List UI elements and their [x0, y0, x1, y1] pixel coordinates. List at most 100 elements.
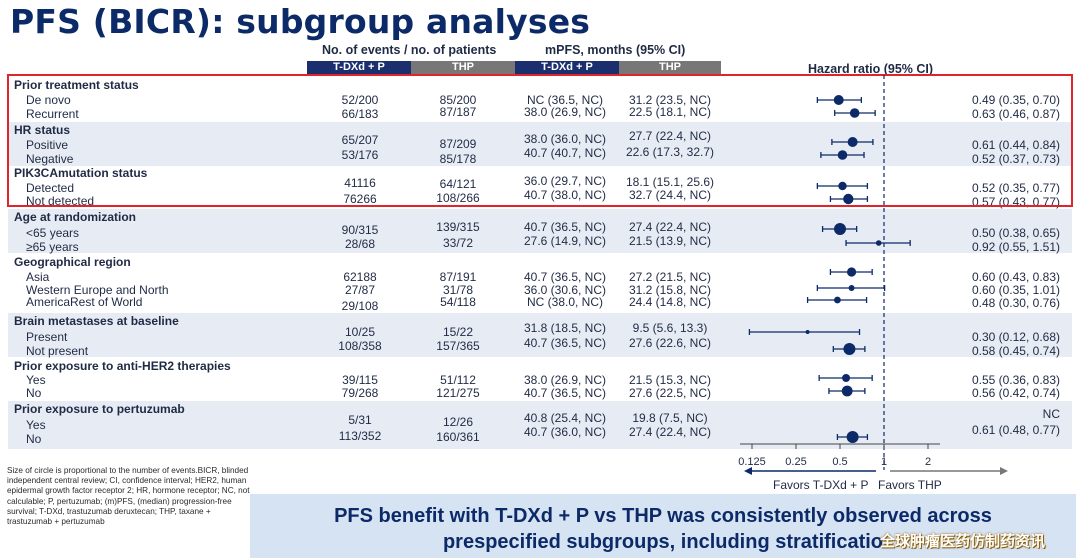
events-tdxd: 27/87 — [344, 283, 376, 297]
conclusion-line-2: prespecified subgroups, including strati… — [442, 531, 884, 553]
conclusion-banner — [250, 494, 1076, 558]
hr-value: 0.48 (0.30, 0.76) — [971, 296, 1060, 310]
events-tdxd: 41116 — [344, 176, 376, 190]
hr-value: 0.52 (0.37, 0.73) — [971, 152, 1060, 166]
events-tdxd: 53/176 — [341, 148, 379, 162]
group-band-age — [8, 209, 1072, 253]
mpfs-thp: 27.4 (22.4, NC) — [628, 220, 712, 234]
events-tdxd-label: T-DXd + P — [307, 61, 411, 74]
hazard-ratio-point — [875, 240, 882, 246]
hr-value: 0.60 (0.43, 0.83) — [971, 270, 1060, 284]
hr-value: 0.61 (0.48, 0.77) — [971, 423, 1060, 437]
hazard-ratio-point — [846, 267, 857, 277]
axis-tick-label: 1 — [880, 456, 888, 468]
conclusion-text: PFS benefit with T-DXd + P vs THP was co… — [250, 503, 1076, 555]
mpfs-thp: 27.6 (22.6, NC) — [628, 336, 712, 350]
events-tdxd: 66/183 — [341, 107, 379, 121]
events-thp: 87/191 — [439, 270, 477, 284]
events-thp: 87/209 — [439, 137, 477, 151]
hr-value: 0.30 (0.12, 0.68) — [971, 330, 1060, 344]
page-title: PFS (BICR): subgroup analyses — [10, 2, 591, 41]
mpfs-thp: 31.2 (15.8, NC) — [628, 283, 712, 297]
mpfs-tdxd-label: T-DXd + P — [515, 61, 619, 74]
events-header: No. of events / no. of patients — [322, 43, 497, 57]
subgroup-label: Present — [26, 330, 68, 344]
events-thp: 85/200 — [439, 93, 477, 107]
events-thp: 54/118 — [440, 295, 476, 309]
hazard-ratio-point — [833, 95, 844, 105]
subgroup-label: Not present — [26, 344, 89, 358]
hazard-ratio-point — [838, 181, 847, 191]
axis-tick-label: 0.5 — [832, 456, 848, 468]
hazard-ratio-point — [847, 137, 858, 147]
subgroup-label: AmericaRest of World — [26, 295, 143, 309]
hr-value: NC — [1042, 407, 1060, 421]
mpfs-tdxd: NC (38.0, NC) — [526, 295, 603, 309]
hr-value: 0.63 (0.46, 0.87) — [971, 107, 1060, 121]
mpfs-thp: 27.4 (22.4, NC) — [628, 425, 712, 439]
events-thp: 85/178 — [439, 152, 477, 166]
hazard-ratio-point — [841, 385, 853, 397]
group-label: Prior exposure to anti-HER2 therapies — [14, 359, 231, 373]
mpfs-tdxd: 38.0 (26.9, NC) — [523, 373, 607, 387]
hazard-ratio-point — [843, 343, 856, 355]
group-label: Age at randomization — [14, 210, 137, 224]
mpfs-tdxd: 40.7 (36.5, NC) — [523, 386, 607, 400]
hazard-ratio-point — [849, 108, 860, 118]
hazard-ratio-point — [834, 223, 846, 235]
mpfs-tdxd: 38.0 (36.0, NC) — [523, 132, 607, 146]
hr-value: 0.50 (0.38, 0.65) — [971, 226, 1060, 240]
group-band-brain — [8, 313, 1072, 357]
events-tdxd: 76266 — [343, 192, 377, 206]
subgroup-label: Asia — [26, 270, 50, 284]
mpfs-tdxd: 27.6 (14.9, NC) — [523, 234, 607, 248]
mpfs-thp: 22.5 (18.1, NC) — [628, 105, 712, 119]
group-label: PIK3CAmutation status — [14, 166, 148, 180]
favors-thp-label: Favors THP — [878, 478, 942, 492]
hr-value: 0.61 (0.44, 0.84) — [971, 138, 1060, 152]
hazard-ratio-point — [846, 431, 859, 443]
subgroup-label: Not detected — [26, 194, 95, 208]
mpfs-thp-label: THP — [619, 61, 721, 74]
events-thp: 160/361 — [436, 430, 480, 444]
mpfs-thp: 27.7 (22.4, NC) — [628, 129, 712, 143]
mpfs-tdxd: 40.7 (36.0, NC) — [523, 425, 607, 439]
events-thp: 12/26 — [442, 415, 474, 429]
group-label: HR status — [14, 123, 71, 137]
hazard-ratio-header: Hazard ratio (95% CI) — [808, 62, 934, 76]
mpfs-thp: 21.5 (13.9, NC) — [628, 234, 712, 248]
hazard-ratio-point — [805, 330, 810, 334]
subgroup-label: <65 years — [26, 226, 80, 240]
mpfs-tdxd: 36.0 (30.6, NC) — [523, 283, 607, 297]
conclusion-line-1: PFS benefit with T-DXd + P vs THP was co… — [334, 505, 992, 527]
axis-tick-label: 0.125 — [738, 456, 766, 468]
group-label: Prior treatment status — [14, 78, 139, 92]
hr-value: 0.49 (0.35, 0.70) — [971, 93, 1060, 107]
subgroup-label: Positive — [26, 138, 69, 152]
events-tdxd: 65/207 — [341, 133, 379, 147]
mpfs-tdxd: 40.8 (25.4, NC) — [523, 411, 607, 425]
events-thp: 33/72 — [442, 236, 474, 250]
events-thp: 51/112 — [440, 373, 476, 387]
events-tdxd: 39/115 — [342, 373, 378, 387]
mpfs-thp: 32.7 (24.4, NC) — [628, 188, 712, 202]
mpfs-tdxd: NC (36.5, NC) — [526, 93, 603, 107]
events-thp: 139/315 — [436, 220, 480, 234]
axis-tick-label: 2 — [924, 456, 932, 468]
mpfs-thp: 18.1 (15.1, 25.6) — [625, 175, 715, 189]
mpfs-tdxd: 36.0 (29.7, NC) — [523, 174, 607, 188]
favors-tdxd-label: Favors T-DXd + P — [773, 478, 869, 492]
mpfs-thp: 9.5 (5.6, 13.3) — [632, 321, 708, 335]
mpfs-header: mPFS, months (95% CI) — [545, 43, 686, 57]
group-label: Prior exposure to pertuzumab — [14, 402, 185, 416]
events-tdxd: 108/358 — [338, 339, 382, 353]
events-thp: 108/266 — [436, 191, 480, 205]
events-tdxd: 5/31 — [348, 413, 372, 427]
group-label: Brain metastases at baseline — [14, 314, 179, 328]
subgroup-label: Western Europe and North — [26, 283, 169, 297]
hr-value: 0.56 (0.42, 0.74) — [971, 386, 1060, 400]
events-tdxd: 79/268 — [341, 386, 379, 400]
mpfs-thp: 21.5 (15.3, NC) — [628, 373, 712, 387]
mpfs-tdxd: 40.7 (36.5, NC) — [523, 336, 607, 350]
